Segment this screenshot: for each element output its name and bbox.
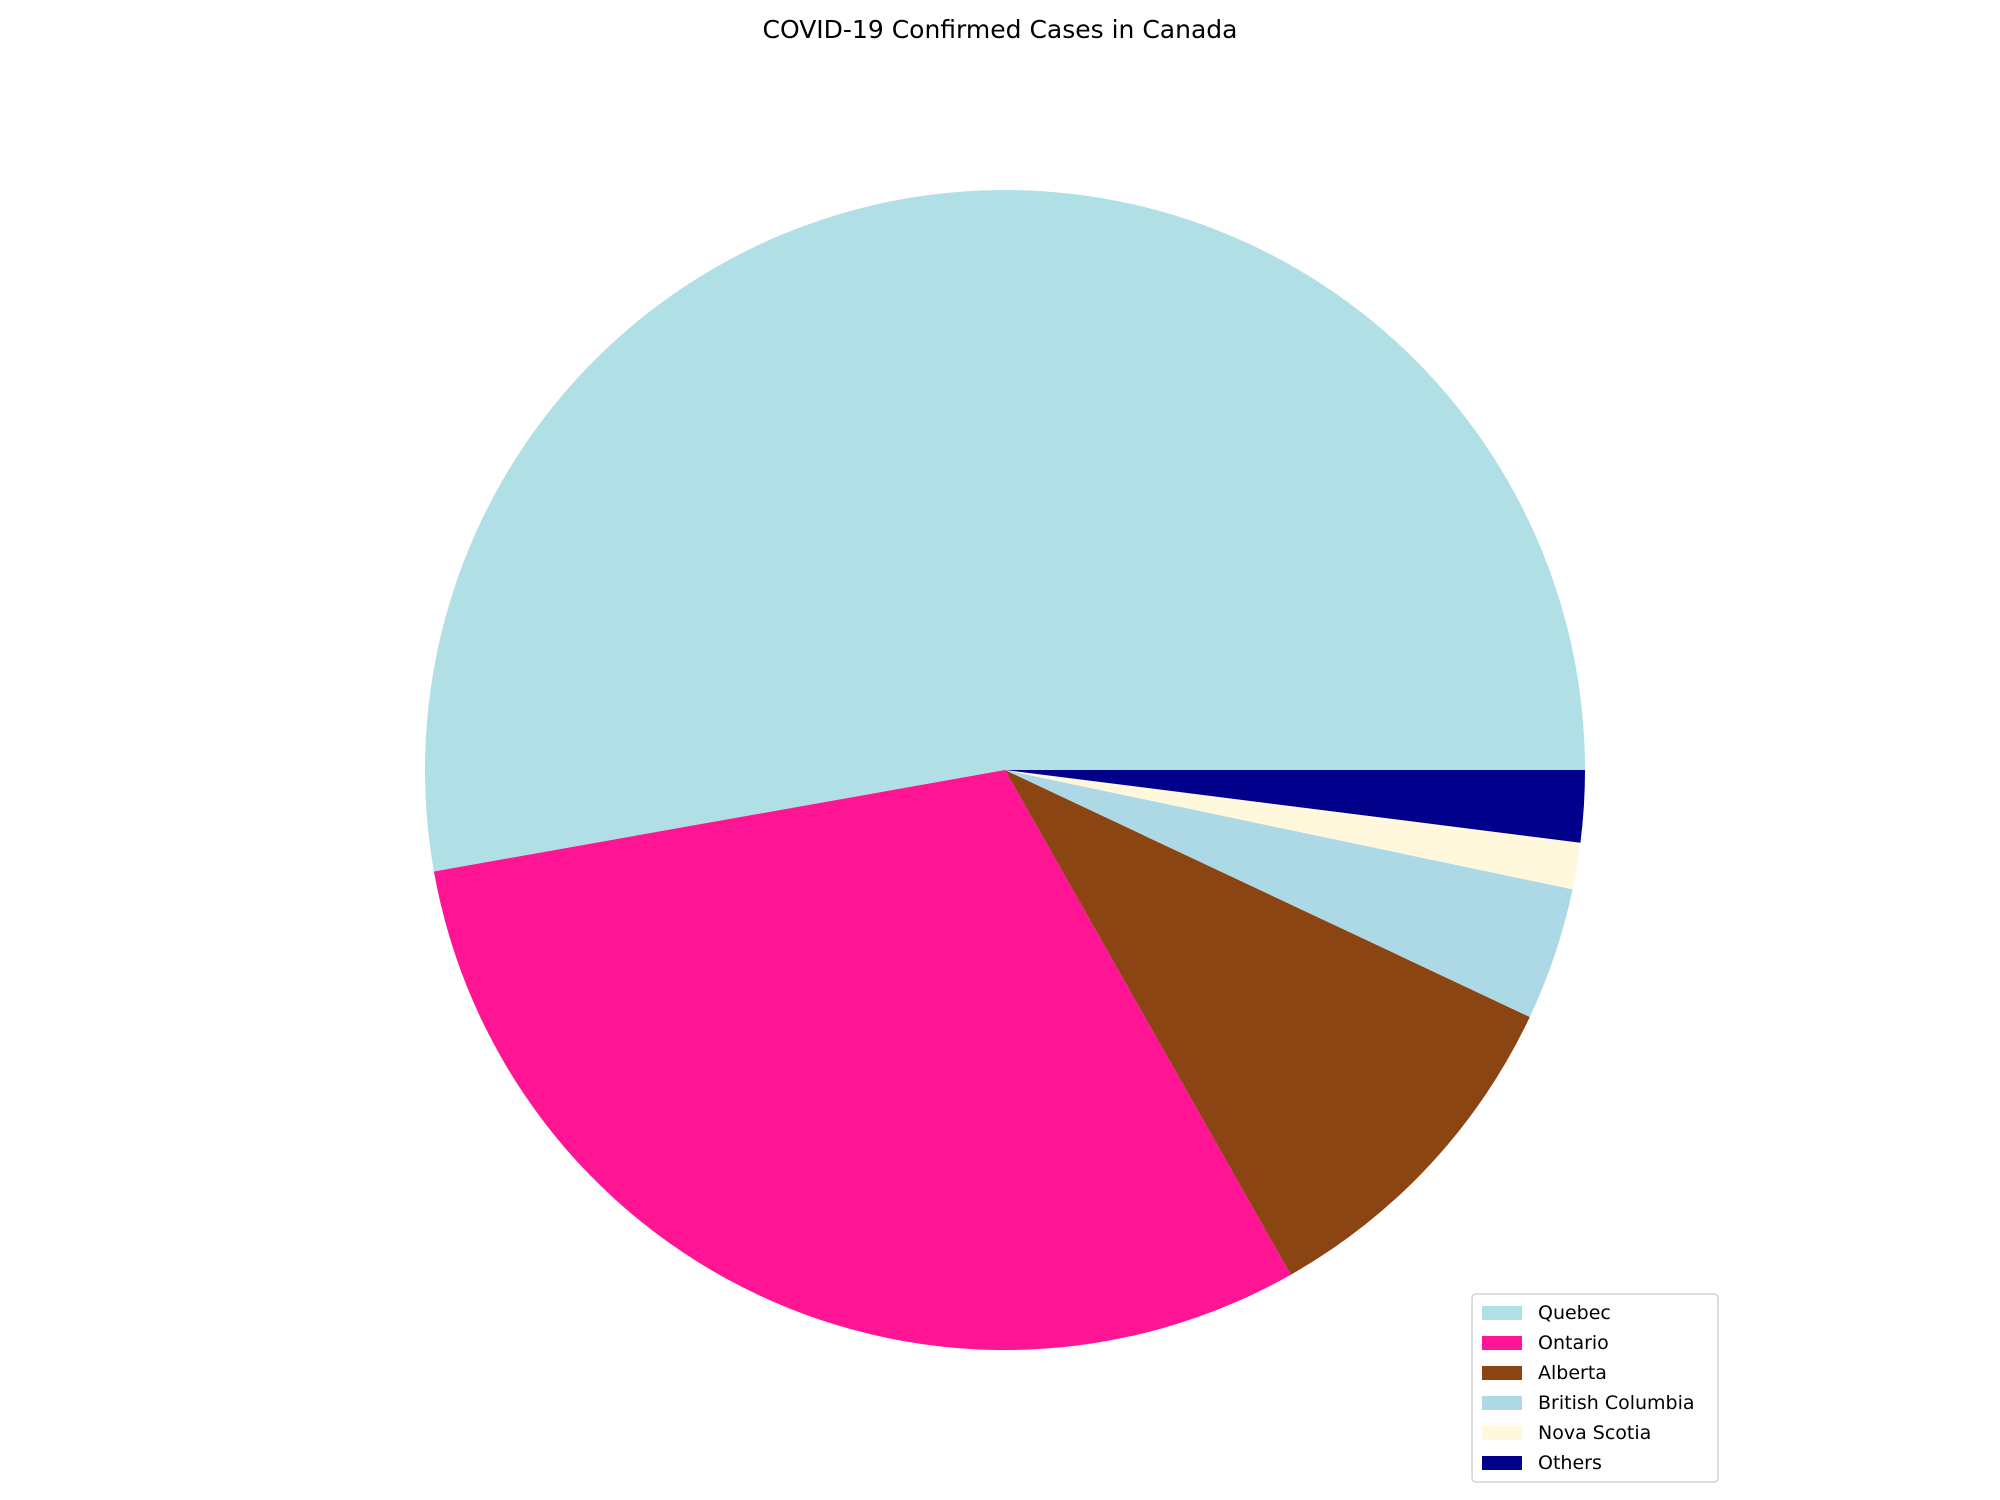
legend-label-british-columbia: British Columbia xyxy=(1538,1392,1695,1414)
legend-swatch-british-columbia xyxy=(1482,1396,1522,1410)
legend-items: Quebec Ontario Alberta British Columbia Nova… xyxy=(1482,1302,1695,1474)
pie-slices xyxy=(424,189,1585,1351)
legend-label-ontario: Ontario xyxy=(1538,1332,1609,1354)
chart-title: COVID-19 Confirmed Cases in Canada xyxy=(763,15,1238,44)
legend-frame xyxy=(1471,1293,1719,1483)
legend-swatch-ontario xyxy=(1482,1336,1522,1350)
legend-label-quebec: Quebec xyxy=(1538,1302,1611,1324)
pie-slice-nova-scotia xyxy=(1005,770,1581,890)
pie-slice-british-columbia xyxy=(1005,770,1573,1017)
legend-swatch-quebec xyxy=(1482,1306,1522,1320)
legend-swatch-nova-scotia xyxy=(1482,1426,1522,1440)
legend: Quebec Ontario Alberta British Columbia Nova… xyxy=(1471,1293,1719,1483)
legend-swatch-others xyxy=(1482,1456,1522,1470)
pie-slice-ontario xyxy=(433,770,1291,1351)
legend-label-others: Others xyxy=(1538,1452,1602,1474)
pie-slice-others xyxy=(1005,770,1585,843)
pie-slice-quebec xyxy=(424,189,1585,872)
pie-slice-alberta xyxy=(1005,770,1530,1275)
legend-label-alberta: Alberta xyxy=(1538,1362,1607,1384)
legend-swatch-alberta xyxy=(1482,1366,1522,1380)
legend-label-nova-scotia: Nova Scotia xyxy=(1538,1422,1651,1444)
